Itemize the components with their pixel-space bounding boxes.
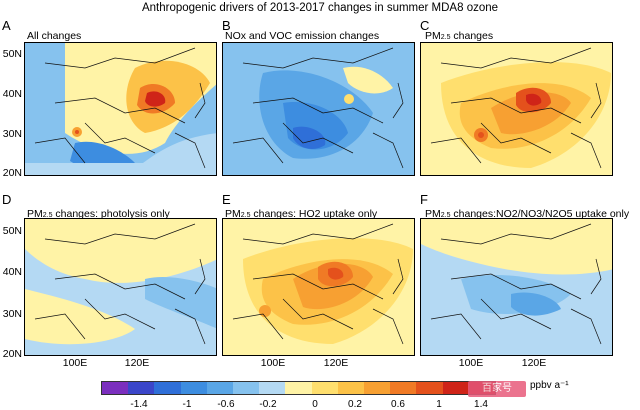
colorbar-segment xyxy=(311,382,338,394)
panel-caption-e: PM2.5 changes: HO2 uptake only xyxy=(225,208,378,220)
colorbar-tick: -0.6 xyxy=(217,399,235,410)
panel-caption-f: PM2.5 changes:NO2/NO3/N2O5 uptake only xyxy=(425,208,630,220)
panel-letter-d: D xyxy=(2,192,12,207)
panel-caption-c: PM2.5 changes xyxy=(425,30,494,42)
colorbar-segment xyxy=(180,382,207,394)
colorbar xyxy=(101,381,496,395)
colorbar-segment xyxy=(442,382,469,394)
colorbar-segment xyxy=(154,382,181,394)
panel-letter-f: F xyxy=(420,192,428,207)
map-panel-a xyxy=(24,42,217,176)
colorbar-tick: 0.2 xyxy=(348,399,362,410)
lat-label-bottom-20n: 20N xyxy=(2,348,22,360)
panel-letter-b: B xyxy=(222,18,231,33)
panel-letter-e: E xyxy=(222,192,231,207)
lat-label-top-40n: 40N xyxy=(2,88,22,100)
lat-label-top-50n: 50N xyxy=(2,48,22,60)
lat-label-top-30n: 30N xyxy=(2,128,22,140)
map-panel-d xyxy=(24,218,217,356)
lon-label-d-120e: 120E xyxy=(124,357,150,369)
lon-label-f-100e: 100E xyxy=(458,357,484,369)
colorbar-segment xyxy=(206,382,234,394)
colorbar-segment xyxy=(337,382,365,394)
map-panel-c xyxy=(420,42,613,176)
lon-label-e-120e: 120E xyxy=(323,357,349,369)
colorbar-segment xyxy=(128,382,155,394)
lat-label-bottom-40n: 40N xyxy=(2,266,22,278)
colorbar-tick: 0 xyxy=(312,399,318,410)
colorbar-tick: -0.2 xyxy=(259,399,277,410)
figure-title: Anthropogenic drivers of 2013-2017 chang… xyxy=(141,2,499,14)
colorbar-segment xyxy=(259,382,286,394)
lon-label-d-100e: 100E xyxy=(62,357,88,369)
map-panel-f xyxy=(420,218,613,356)
lat-label-bottom-50n: 50N xyxy=(2,225,22,237)
panel-caption-a: All changes xyxy=(27,30,82,42)
watermark-logo: 百家号 xyxy=(468,381,526,397)
colorbar-units: ppbv a⁻¹ xyxy=(530,380,569,391)
colorbar-tick: -1.4 xyxy=(130,399,148,410)
map-panel-b xyxy=(222,42,415,176)
colorbar-segment xyxy=(416,382,443,394)
panel-caption-d: PM2.5 changes: photolysis only xyxy=(27,208,170,220)
colorbar-segment xyxy=(390,382,417,394)
panel-caption-b: NOx and VOC emission changes xyxy=(225,30,380,42)
panel-letter-c: C xyxy=(420,18,430,33)
lon-label-f-120e: 120E xyxy=(521,357,547,369)
lon-label-e-100e: 100E xyxy=(260,357,286,369)
panel-letter-a: A xyxy=(2,18,11,33)
colorbar-tick: -1 xyxy=(182,399,192,410)
colorbar-tick: 0.6 xyxy=(391,399,405,410)
colorbar-segment xyxy=(285,382,312,394)
colorbar-tick: 1.4 xyxy=(474,399,488,410)
colorbar-segment xyxy=(102,382,129,394)
colorbar-segment xyxy=(233,382,260,394)
map-panel-e xyxy=(222,218,415,356)
colorbar-tick: 1 xyxy=(436,399,442,410)
lat-label-top-20n: 20N xyxy=(2,167,22,179)
colorbar-segment xyxy=(364,382,391,394)
lat-label-bottom-30n: 30N xyxy=(2,308,22,320)
